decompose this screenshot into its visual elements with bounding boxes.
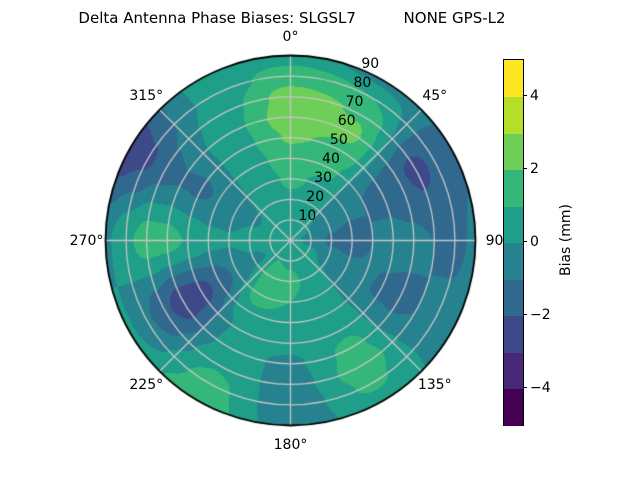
colorbar-tick-mark	[523, 168, 527, 169]
colorbar-segment	[504, 60, 523, 97]
colorbar-segment	[504, 96, 523, 134]
radial-tick-label: 60	[337, 112, 356, 129]
colorbar-segment	[504, 352, 523, 389]
angular-tick-label: 45°	[422, 88, 448, 105]
colorbar-segment	[504, 279, 523, 316]
colorbar-tick-label: 2	[530, 160, 539, 177]
colorbar-tick-mark	[523, 314, 527, 315]
colorbar-tick-label: 4	[530, 87, 539, 104]
radial-tick-label: 70	[345, 93, 364, 110]
radial-tick-label: 30	[314, 169, 333, 186]
colorbar-segment	[504, 315, 523, 353]
colorbar-segment	[504, 169, 523, 207]
angular-tick-label: 225°	[129, 376, 164, 393]
radial-tick-label: 80	[353, 74, 372, 91]
radial-tick-label: 90	[361, 55, 380, 72]
angular-tick-label: 90	[485, 232, 504, 249]
radial-tick-label: 20	[306, 188, 325, 205]
colorbar-tick-mark	[523, 95, 527, 96]
colorbar-segment	[504, 242, 523, 280]
colorbar-tick-mark	[523, 241, 527, 242]
radial-tick-label: 10	[298, 207, 317, 224]
colorbar-tick-label: 0	[530, 233, 539, 250]
angular-tick-label: 180°	[273, 436, 308, 453]
colorbar-tick-mark	[523, 387, 527, 388]
angular-tick-label: 315°	[129, 88, 164, 105]
colorbar-tick-label: −2	[530, 306, 551, 323]
colorbar-tick-label: −4	[530, 379, 551, 396]
angular-tick-label: 0°	[282, 28, 299, 45]
colorbar	[503, 59, 524, 426]
radial-tick-label: 50	[329, 131, 348, 148]
angular-tick-label: 270°	[69, 232, 104, 249]
radial-tick-label: 40	[322, 150, 340, 167]
colorbar-segment	[504, 133, 523, 170]
colorbar-segment	[504, 388, 523, 426]
angular-tick-label: 135°	[417, 376, 452, 393]
colorbar-segment	[504, 206, 523, 243]
